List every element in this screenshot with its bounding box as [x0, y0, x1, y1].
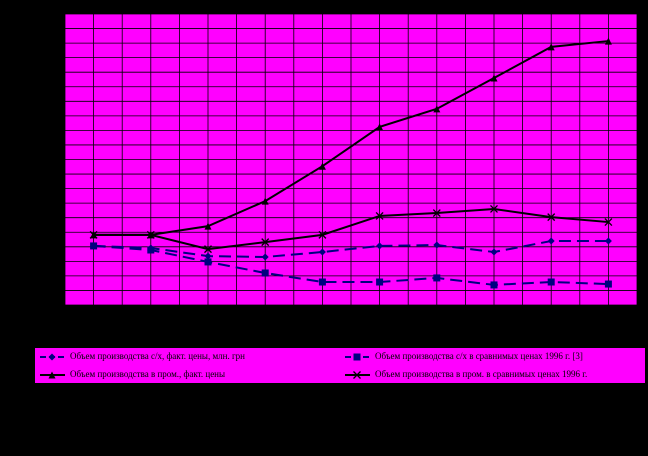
legend-marker	[48, 371, 56, 379]
marker	[547, 43, 555, 51]
legend-label: Объем производства в пром. в сравнимых ц…	[375, 369, 587, 379]
marker	[204, 222, 212, 230]
marker	[318, 278, 326, 286]
marker	[261, 238, 270, 247]
legend-marker	[48, 353, 56, 361]
marker	[261, 197, 269, 205]
legend-label: Объем производства с/х, факт. цены, млн.…	[70, 351, 245, 361]
marker	[490, 281, 498, 289]
marker	[89, 230, 98, 239]
marker	[490, 74, 498, 82]
marker	[490, 248, 498, 256]
marker	[90, 242, 98, 250]
marker	[604, 218, 613, 227]
marker	[146, 230, 155, 239]
legend-label: Объем производства в пром., факт. цены	[70, 369, 225, 379]
marker	[547, 213, 556, 222]
marker	[432, 209, 441, 218]
marker	[318, 230, 327, 239]
marker	[375, 211, 384, 220]
series-line	[93, 239, 609, 258]
legend-marker	[353, 371, 361, 379]
marker	[318, 162, 326, 170]
series-line	[93, 244, 609, 286]
marker	[318, 248, 326, 256]
marker	[147, 246, 155, 254]
marker	[376, 278, 384, 286]
marker	[376, 242, 384, 250]
marker	[433, 274, 441, 282]
legend-label: Объем производства с/х в сравнимых ценах…	[375, 351, 583, 361]
series-line	[93, 207, 609, 251]
marker	[261, 269, 269, 277]
marker	[376, 123, 384, 131]
marker	[547, 237, 555, 245]
marker	[604, 37, 612, 45]
marker	[547, 278, 555, 286]
marker	[490, 205, 498, 213]
legend-marker	[353, 353, 361, 361]
marker	[204, 258, 212, 266]
marker	[604, 280, 612, 288]
marker	[433, 241, 441, 249]
marker	[261, 253, 269, 261]
series-line	[93, 40, 609, 236]
marker	[433, 105, 441, 113]
legend-box	[35, 348, 645, 383]
marker	[604, 237, 612, 245]
marker	[204, 245, 212, 254]
marker	[204, 252, 212, 260]
